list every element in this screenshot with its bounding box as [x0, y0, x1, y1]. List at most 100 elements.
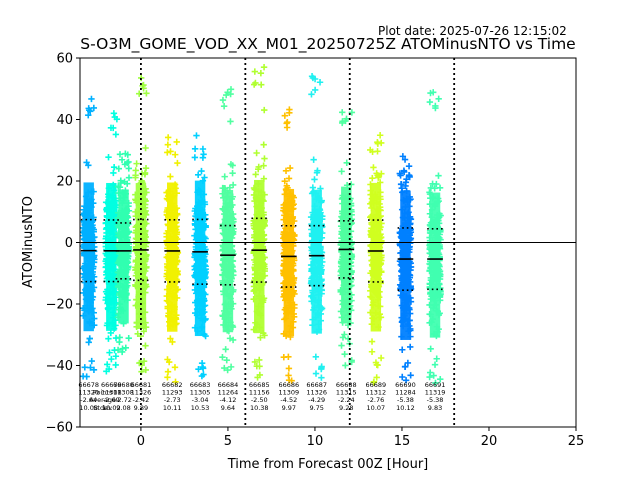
- data-point: [112, 131, 120, 138]
- plot-points: [79, 64, 444, 387]
- stat-label-66685: 66685: [249, 381, 270, 389]
- data-point: [426, 369, 434, 376]
- point-density-core: [370, 182, 382, 332]
- data-point: [399, 373, 406, 381]
- data-point: [285, 365, 293, 372]
- data-point: [191, 154, 199, 161]
- stat-label-66686: 66686: [278, 381, 299, 389]
- x-tick-label: 25: [568, 434, 585, 449]
- data-point: [435, 172, 442, 179]
- data-point: [261, 155, 268, 162]
- stat-label-66680: 66680: [113, 381, 134, 389]
- data-point: [377, 354, 385, 362]
- y-axis-label: ATOMinusNTO: [21, 196, 36, 288]
- data-point: [108, 355, 115, 363]
- data-point: [338, 168, 345, 175]
- point-density-core: [311, 189, 322, 334]
- stat-label-66680: 9.08: [116, 404, 130, 412]
- data-point: [107, 124, 115, 132]
- data-point: [283, 182, 290, 190]
- x-tick-label: 5: [224, 434, 232, 449]
- point-density-core: [194, 180, 206, 337]
- data-point: [257, 81, 265, 88]
- data-point: [251, 68, 259, 75]
- stat-label-66682: -2.73: [164, 396, 181, 404]
- data-point: [138, 170, 146, 177]
- data-point: [227, 86, 235, 93]
- data-point: [125, 165, 132, 172]
- data-point: [123, 159, 131, 167]
- stat-label-66690: 10.12: [396, 404, 415, 412]
- stat-label-66679: 10.02: [102, 404, 121, 412]
- data-point: [198, 167, 205, 175]
- data-point: [396, 170, 404, 177]
- scatter-group-66687: [307, 73, 326, 381]
- data-point: [116, 151, 124, 158]
- data-point: [172, 378, 179, 385]
- chart-title: S-O3M_GOME_VOD_XX_M01_20250725Z ATOMinus…: [80, 35, 575, 54]
- stat-label-66689: 11312: [366, 389, 387, 397]
- stat-label-66688: -2.24: [338, 396, 355, 404]
- data-point: [86, 335, 93, 342]
- point-density-core: [167, 182, 178, 332]
- data-point: [314, 167, 321, 174]
- data-point: [341, 350, 348, 358]
- data-point: [399, 153, 407, 160]
- data-point: [85, 111, 92, 119]
- legend-label-points: Points: [93, 389, 113, 397]
- data-point: [117, 179, 125, 187]
- stat-label-66678: 10.08: [79, 404, 98, 412]
- stat-label-66681: 11326: [131, 389, 152, 397]
- data-point: [368, 338, 376, 345]
- stat-label-66686: 9.97: [282, 404, 296, 412]
- stat-label-66689: 10.07: [367, 404, 386, 412]
- point-density-core: [254, 179, 265, 334]
- stat-label-66683: 66683: [190, 381, 211, 389]
- data-point: [432, 102, 439, 110]
- legend-label-average: Average: [89, 396, 116, 404]
- data-point: [220, 102, 228, 110]
- data-point: [374, 148, 381, 155]
- data-point: [285, 175, 293, 182]
- point-density-core: [135, 183, 147, 330]
- data-point: [165, 358, 173, 366]
- data-point: [397, 181, 405, 188]
- data-point: [427, 89, 434, 97]
- stat-label-66679: 11308: [101, 389, 122, 397]
- data-point: [310, 156, 317, 163]
- scatter-group-66678: [79, 95, 98, 380]
- point-density-core: [341, 186, 352, 324]
- data-point: [367, 146, 374, 154]
- data-point: [433, 355, 440, 362]
- stat-label-66689: -2.76: [367, 396, 384, 404]
- data-point: [133, 160, 140, 167]
- stat-label-66681: -2.42: [132, 396, 149, 404]
- scatter-group-66680: [114, 150, 133, 356]
- data-point: [83, 373, 90, 380]
- data-point: [229, 181, 237, 189]
- data-point: [140, 357, 148, 365]
- data-point: [373, 361, 381, 369]
- data-point: [257, 334, 264, 341]
- data-point: [407, 372, 414, 379]
- stat-label-66691: 9.83: [428, 404, 442, 412]
- data-point: [112, 353, 120, 360]
- data-point: [260, 141, 267, 148]
- plot-date: Plot date: 2025-07-26 12:15:02: [378, 24, 567, 38]
- stat-label-66682: 66682: [162, 381, 183, 389]
- data-point: [407, 343, 414, 351]
- stat-label-66691: 11319: [425, 389, 446, 397]
- data-point: [87, 364, 94, 371]
- data-point: [256, 356, 263, 364]
- data-point: [253, 149, 260, 157]
- data-point: [430, 372, 437, 379]
- data-point: [164, 368, 172, 375]
- data-point: [256, 363, 263, 370]
- data-point: [224, 366, 231, 374]
- stat-label-66678: 11320: [78, 389, 99, 397]
- data-point: [171, 151, 179, 158]
- data-point: [375, 174, 382, 181]
- data-point: [111, 113, 118, 121]
- data-point: [137, 74, 145, 82]
- data-point: [200, 371, 207, 378]
